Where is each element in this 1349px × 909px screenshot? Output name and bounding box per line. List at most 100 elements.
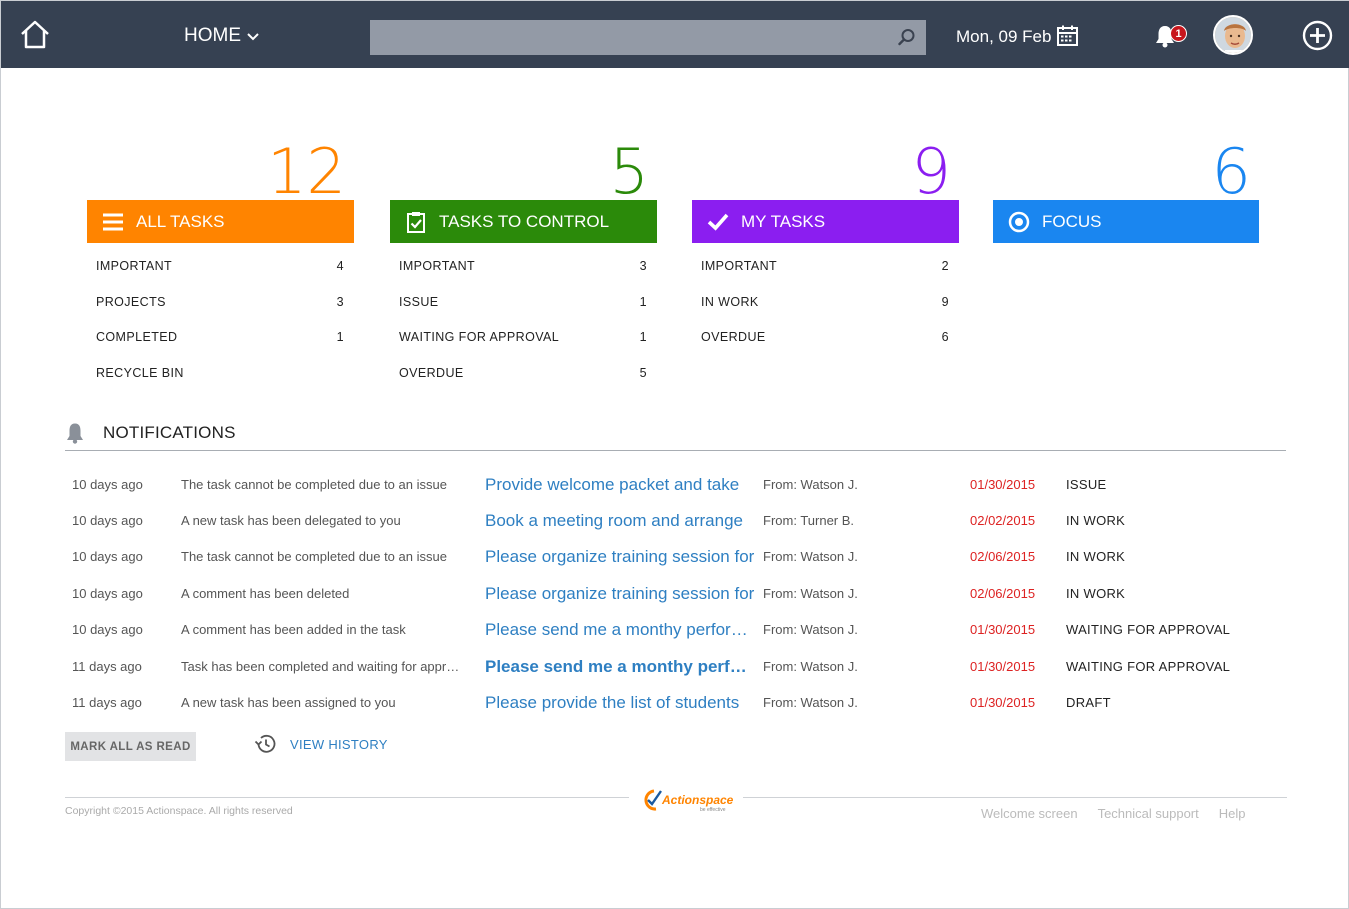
- tile-title: TASKS TO CONTROL: [439, 211, 610, 231]
- list-item[interactable]: IN WORK 9: [701, 294, 949, 330]
- tile-count: 12: [267, 135, 346, 208]
- tile-title: FOCUS: [1042, 211, 1102, 231]
- notif-task-link[interactable]: Provide welcome packet and take: [485, 475, 740, 494]
- divider: [65, 450, 1286, 451]
- home-menu-label: HOME: [184, 25, 241, 46]
- list-item[interactable]: RECYCLE BIN: [96, 365, 344, 401]
- item-count: 3: [336, 294, 344, 309]
- technical-support-link[interactable]: Technical support: [1097, 806, 1199, 821]
- table-row: 10 days ago A comment has been added in …: [1, 618, 1349, 642]
- item-count: 9: [941, 294, 949, 309]
- list-item[interactable]: IMPORTANT 2: [701, 258, 949, 294]
- user-avatar-icon: [1215, 17, 1251, 53]
- notif-due-date: 02/02/2015: [970, 513, 1036, 528]
- item-count: 3: [639, 259, 647, 273]
- list-item[interactable]: IMPORTANT 4: [96, 258, 344, 294]
- mark-all-as-read-button[interactable]: MARK ALL AS READ: [65, 732, 196, 761]
- notif-time: 11 days ago: [72, 659, 142, 674]
- logo-tagline: be effective: [700, 807, 726, 813]
- notif-time: 10 days ago: [72, 513, 143, 528]
- list-item[interactable]: WAITING FOR APPROVAL 1: [399, 329, 647, 365]
- avatar[interactable]: [1213, 15, 1253, 55]
- notif-status: IN WORK: [1066, 549, 1126, 564]
- item-count: 1: [336, 330, 344, 344]
- top-bar: HOME Mon, 09 Feb 1: [1, 1, 1349, 68]
- notif-message: Task has been completed and waiting for …: [181, 659, 464, 674]
- notif-message: A new task has been assigned to you: [181, 695, 396, 710]
- table-row: 10 days ago The task cannot be completed…: [1, 473, 1349, 497]
- item-count: 4: [336, 259, 344, 273]
- notif-status: ISSUE: [1066, 477, 1107, 492]
- notif-message: A comment has been deleted: [181, 586, 350, 601]
- calendar-icon[interactable]: [1056, 24, 1079, 47]
- add-circle-icon[interactable]: [1302, 20, 1333, 51]
- notif-status: WAITING FOR APPROVAL: [1066, 622, 1231, 637]
- notifications-heading: NOTIFICATIONS: [65, 422, 236, 444]
- notif-time: 11 days ago: [72, 695, 142, 710]
- notif-due-date: 02/06/2015: [970, 586, 1036, 601]
- notif-task-link[interactable]: Please provide the list of students: [485, 693, 740, 712]
- search-input[interactable]: [370, 20, 926, 55]
- notif-status: DRAFT: [1066, 695, 1111, 710]
- notif-task-link[interactable]: Please organize training session for: [485, 547, 755, 566]
- item-label: RECYCLE BIN: [96, 365, 184, 380]
- tile-focus-header[interactable]: FOCUS: [993, 200, 1259, 243]
- tile-all-tasks-header[interactable]: ALL TASKS: [87, 200, 354, 243]
- home-menu-dropdown[interactable]: HOME: [184, 25, 259, 47]
- list-item[interactable]: PROJECTS 3: [96, 294, 344, 330]
- view-history-link[interactable]: VIEW HISTORY: [254, 732, 388, 756]
- actionspace-logo: Actionspace be effective: [644, 789, 734, 813]
- list-item[interactable]: COMPLETED 1: [96, 329, 344, 365]
- item-label: IMPORTANT: [701, 259, 778, 273]
- notif-due-date: 01/30/2015: [970, 695, 1036, 710]
- notification-badge: 1: [1170, 25, 1187, 42]
- item-count: 6: [941, 330, 949, 344]
- logo-text: Actionspace: [661, 793, 734, 807]
- notif-task-link[interactable]: Please send me a monthy performance: [485, 620, 755, 639]
- current-date: Mon, 09 Feb: [956, 27, 1052, 46]
- notif-from: From: Watson J.: [763, 659, 858, 674]
- home-icon[interactable]: [19, 19, 51, 51]
- notif-message: The task cannot be completed due to an i…: [181, 549, 447, 564]
- tile-my-tasks-header[interactable]: MY TASKS: [692, 200, 959, 243]
- table-row: 11 days ago A new task has been assigned…: [1, 691, 1349, 715]
- item-label: WAITING FOR APPROVAL: [399, 330, 560, 344]
- clipboard-check-icon: [407, 211, 425, 233]
- notif-due-date: 01/30/2015: [970, 622, 1036, 637]
- notif-message: A comment has been added in the task: [181, 622, 406, 637]
- footer-divider: [65, 797, 629, 798]
- footer-links: Welcome screen Technical support Help: [981, 806, 1246, 821]
- table-row: 10 days ago The task cannot be completed…: [1, 545, 1349, 569]
- list-item[interactable]: IMPORTANT 3: [399, 258, 647, 294]
- welcome-screen-link[interactable]: Welcome screen: [981, 806, 1078, 821]
- help-link[interactable]: Help: [1218, 806, 1246, 821]
- copyright-text: Copyright ©2015 Actionspace. All rights …: [65, 805, 293, 817]
- notif-from: From: Watson J.: [763, 695, 858, 710]
- bell-icon: [67, 423, 83, 444]
- search-icon[interactable]: [898, 28, 916, 46]
- table-row: 10 days ago A comment has been deleted P…: [1, 582, 1349, 606]
- notif-time: 10 days ago: [72, 586, 143, 601]
- history-icon: [254, 734, 276, 753]
- item-label: OVERDUE: [399, 365, 464, 380]
- tile-tasks-to-control-header[interactable]: TASKS TO CONTROL: [390, 200, 657, 243]
- tile-count: 5: [609, 135, 649, 208]
- bell-icon[interactable]: [1154, 24, 1176, 48]
- item-count: 5: [639, 365, 647, 380]
- notif-time: 10 days ago: [72, 622, 143, 637]
- item-label: OVERDUE: [701, 330, 766, 344]
- notif-task-link[interactable]: Please organize training session for: [485, 584, 755, 603]
- list-item[interactable]: OVERDUE 5: [399, 365, 647, 401]
- notif-from: From: Watson J.: [763, 549, 858, 564]
- list-item[interactable]: OVERDUE 6: [701, 329, 949, 365]
- item-label: IMPORTANT: [96, 259, 173, 273]
- notifications-title: NOTIFICATIONS: [103, 423, 236, 442]
- tile-list: IMPORTANT 3 ISSUE 1 WAITING FOR APPROVAL 1 …: [399, 258, 647, 400]
- check-icon: [707, 213, 729, 231]
- notif-status: IN WORK: [1066, 586, 1126, 601]
- tile-title: ALL TASKS: [136, 211, 225, 231]
- notif-status: WAITING FOR APPROVAL: [1066, 659, 1231, 674]
- list-item[interactable]: ISSUE 1: [399, 294, 647, 330]
- notif-task-link[interactable]: Book a meeting room and arrange: [485, 511, 743, 530]
- notif-task-link[interactable]: Please send me a monthy performance: [485, 657, 755, 676]
